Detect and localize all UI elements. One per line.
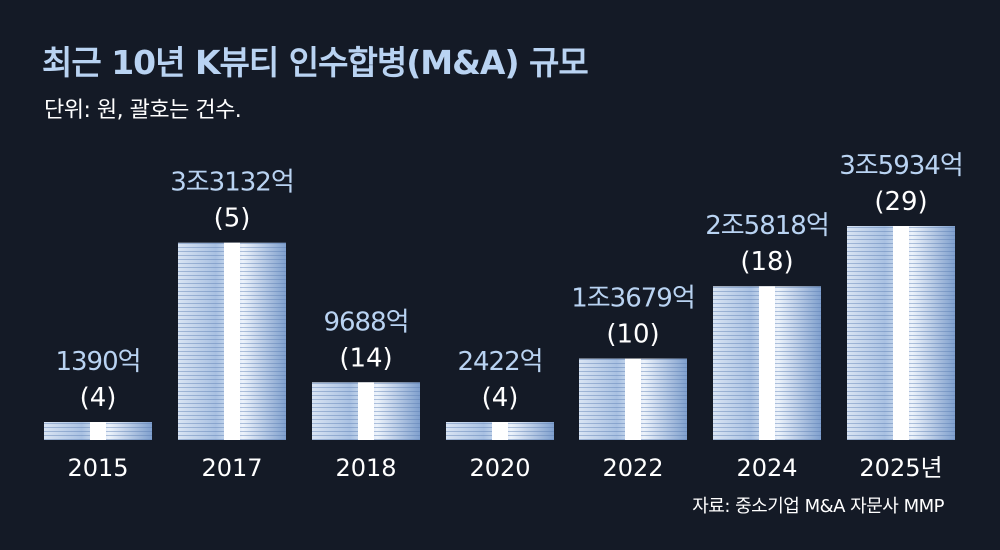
x-tick-label: 2015 <box>67 454 128 482</box>
x-tick-label: 2017 <box>201 454 262 482</box>
bar-band <box>625 358 641 440</box>
value-label: 2조5818억 <box>705 211 829 241</box>
deal-count-label: (18) <box>740 247 793 277</box>
deal-count-label: (5) <box>214 204 251 234</box>
deal-count-label: (4) <box>80 383 117 413</box>
source-note: 자료: 중소기업 M&A 자문사 MMP <box>692 496 944 517</box>
value-label: 9688억 <box>323 307 408 337</box>
value-label: 3조3132억 <box>170 168 294 198</box>
value-label: 2422억 <box>457 347 542 377</box>
x-tick-label: 2024 <box>736 454 797 482</box>
bar <box>178 242 286 440</box>
value-label: 1조3679억 <box>571 284 695 314</box>
bar <box>579 358 687 440</box>
deal-count-label: (4) <box>482 383 519 413</box>
x-tick-label: 2025년 <box>859 454 942 482</box>
chart-title: 최근 10년 K뷰티 인수합병(M&A) 규모 <box>42 43 589 82</box>
bar <box>44 422 152 440</box>
deal-count-label: (14) <box>339 343 392 373</box>
bar <box>713 286 821 440</box>
bar-band <box>90 422 106 440</box>
bar <box>847 226 955 440</box>
bar-band <box>893 226 909 440</box>
bar-band <box>492 422 508 440</box>
bar-band <box>759 286 775 440</box>
bar-band <box>358 382 374 440</box>
deal-count-label: (10) <box>606 320 659 350</box>
x-tick-label: 2018 <box>335 454 396 482</box>
bar <box>446 422 554 440</box>
bar-band <box>224 242 240 440</box>
value-label: 1390억 <box>55 347 140 377</box>
bar <box>312 382 420 440</box>
x-tick-label: 2022 <box>602 454 663 482</box>
x-tick-label: 2020 <box>469 454 530 482</box>
deal-count-label: (29) <box>874 187 927 217</box>
chart-subtitle: 단위: 원, 괄호는 건수. <box>44 98 242 123</box>
value-label: 3조5934억 <box>839 151 963 181</box>
